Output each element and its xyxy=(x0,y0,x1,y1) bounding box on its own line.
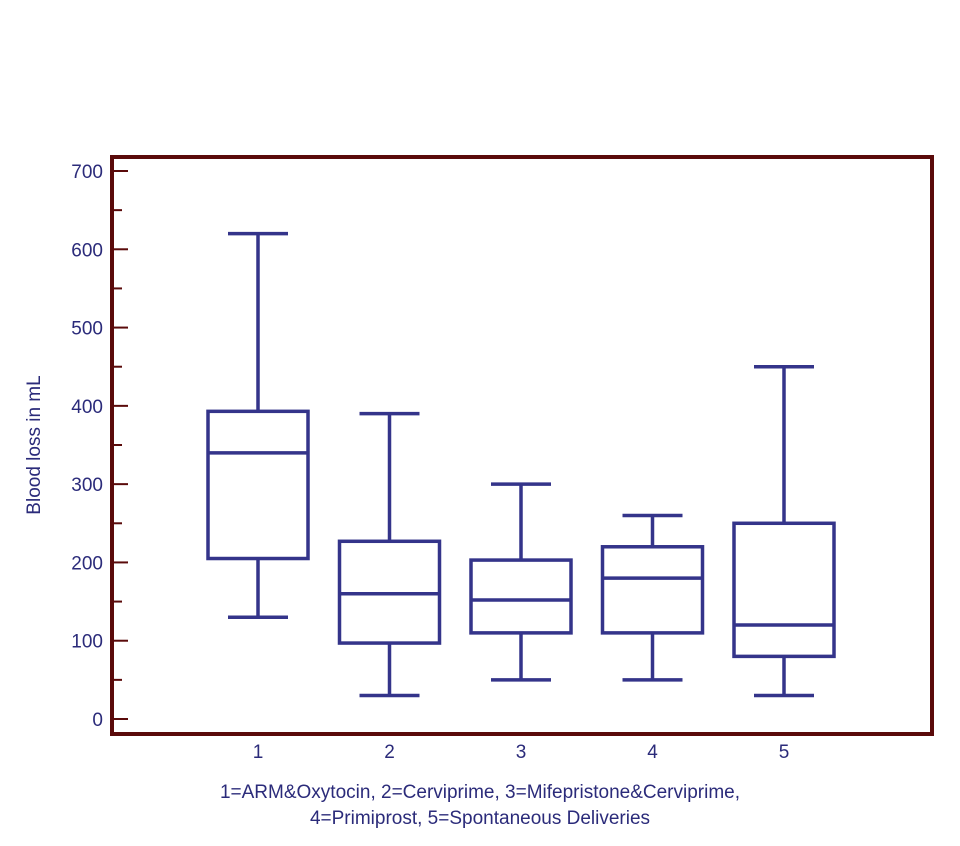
y-axis-label: Blood loss in mL xyxy=(24,375,45,514)
box-group-5 xyxy=(732,364,836,698)
y-tick-label: 500 xyxy=(71,319,103,340)
plot-frame xyxy=(110,155,934,736)
x-axis-label-line2: 4=Primiprost, 5=Spontaneous Deliveries xyxy=(309,808,651,829)
y-tick-label: 700 xyxy=(71,162,103,183)
y-tick-label: 300 xyxy=(71,475,103,496)
y-tick-label: 100 xyxy=(71,632,103,653)
y-tick-label: 400 xyxy=(71,397,103,418)
box-group-1 xyxy=(206,231,310,619)
box xyxy=(469,558,573,635)
box xyxy=(206,409,310,561)
x-axis-label: 1=ARM&Oxytocin, 2=Cerviprime, 3=Mifepris… xyxy=(0,780,960,832)
x-axis-label-line1: 1=ARM&Oxytocin, 2=Cerviprime, 3=Mifepris… xyxy=(219,782,741,803)
x-tick-label: 4 xyxy=(647,742,658,763)
y-tick-label: 0 xyxy=(92,710,103,731)
x-tick-label: 2 xyxy=(384,742,395,763)
box xyxy=(732,521,836,659)
x-tick-label: 5 xyxy=(779,742,790,763)
x-tick-label: 1 xyxy=(253,742,264,763)
box xyxy=(600,545,705,635)
box-group-3 xyxy=(469,482,573,682)
box-group-4 xyxy=(600,513,705,682)
y-tick-label: 200 xyxy=(71,553,103,574)
box-group-2 xyxy=(337,411,442,698)
x-tick-label: 3 xyxy=(516,742,527,763)
y-tick-label: 600 xyxy=(71,240,103,261)
